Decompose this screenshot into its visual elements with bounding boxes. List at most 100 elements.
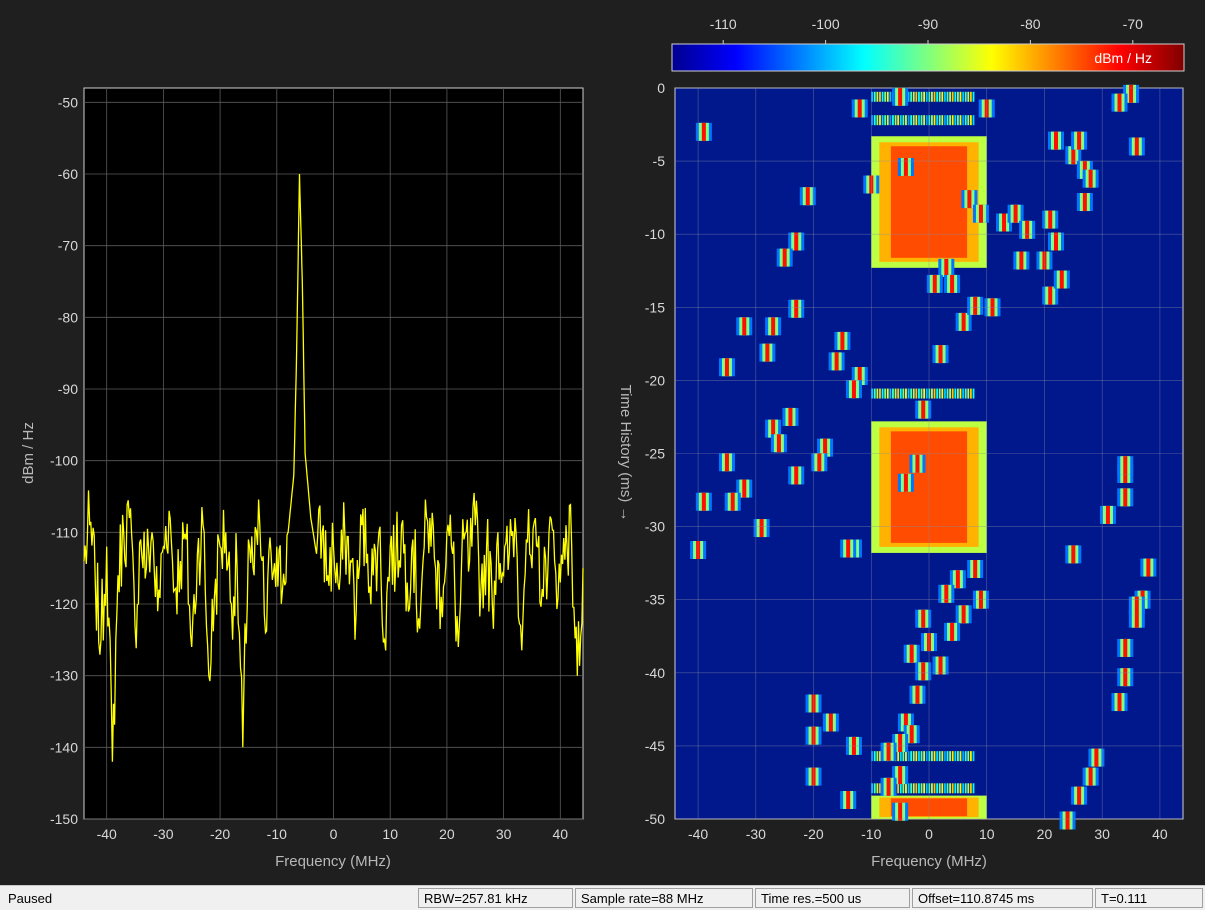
spectrum-x-tick-label: -10 [267,826,287,842]
spectrogram-hop-core [903,473,908,492]
spectrum-x-label: Frequency (MHz) [275,853,391,870]
spectrogram-x-tick-label: 20 [1037,826,1053,842]
spectrogram-tone-segment [962,115,965,126]
spectrogram-tone-segment [899,783,902,794]
spectrogram-tone-segment [912,783,915,794]
spectrogram-tone-segment [871,115,874,126]
spectrogram-hop-core [851,380,856,399]
spectrogram-tone-segment [897,783,900,794]
spectrogram-cells [690,84,1157,830]
spectrogram-tone-segment [899,388,902,399]
spectrogram-hop-core [794,232,799,251]
spectrogram-hop-core [805,187,810,206]
spectrogram-y-tick-label: -40 [645,665,665,681]
spectrogram-x-tick-label: -10 [861,826,881,842]
spectrogram-x-tick-label: -30 [746,826,766,842]
spectrogram-tone-segment [918,751,920,762]
spectrogram-x-label: Frequency (MHz) [871,853,987,870]
spectrogram-tone-segment [931,388,933,399]
spectrum-x-tick-label: 10 [382,826,398,842]
spectrum-x-tick-label: 20 [439,826,455,842]
spectrogram-y-tick-label: 0 [657,80,665,96]
spectrum-y-tick-label: -140 [50,739,78,755]
spectrogram-tone-segment [886,388,889,399]
spectrogram-tone-segment [933,783,936,794]
spectrogram-hop-core [1123,488,1128,507]
spectrogram-tone-segment [944,115,946,126]
spectrogram-tone-segment [879,783,881,794]
spectrogram-tone-segment [956,388,959,399]
spectrogram-tone-segment [951,783,954,794]
spectrogram-tone-segment [949,388,952,399]
spectrogram-hop-core [846,790,851,809]
spectrogram-tone-segment [951,751,954,762]
spectrogram-hop-core [903,713,908,732]
spectrogram-hop-core [898,766,903,785]
spectrogram-tone-segment [899,751,902,762]
spectrogram-tone-segment [925,388,928,399]
spectrogram-hop-core [771,317,776,336]
spectrogram-x-ticks: -40 -30 -20 -10 0 10 20 30 40 [688,826,1168,842]
spectrogram-tone-segment [928,91,931,102]
spectrogram-tone-segment [912,91,915,102]
spectrogram-tone-segment [944,751,946,762]
spectrogram-tone-segment [931,751,933,762]
spectrogram-hop-core [1123,456,1128,475]
spectrogram-hop-core [932,274,937,293]
spectrogram-tone-segment [956,115,959,126]
spectrogram-tone-segment [941,783,944,794]
spectrum-y-tick-label: -50 [58,94,78,110]
spectrum-y-tick-label: -150 [50,811,78,827]
spectrogram-tone-segment [972,783,975,794]
spectrogram-hop-core [1002,213,1007,232]
spectrogram-x-tick-label: 40 [1152,826,1168,842]
spectrogram-hop-core [955,570,960,589]
colorbar-gradient [671,43,1185,72]
spectrogram-tone-segment [944,388,946,399]
spectrogram-hop-core [1013,204,1018,223]
spectrogram-tone-segment [972,388,975,399]
spectrogram-tone-segment [897,751,900,762]
spectrogram-tone-segment [972,751,975,762]
spectrogram-hop-core [903,157,908,176]
spectrogram-tone-segment [892,115,894,126]
status-time-res: Time res.=500 us [755,888,910,908]
spectrogram-hop-core [1105,505,1110,524]
spectrogram-tone-segment [910,751,913,762]
colorbar-tick-label: -90 [918,16,938,32]
spectrogram-hop-core [794,299,799,318]
spectrogram-hop-core [1146,558,1151,577]
spectrogram-tone-segment [951,388,954,399]
spectrogram-x-tick-label: 0 [925,826,933,842]
spectrogram-tone-segment [949,91,952,102]
spectrogram-tone-segment [886,115,889,126]
spectrogram-tone-segment [897,388,900,399]
spectrogram-hop-core [742,317,747,336]
spectrogram-tone-segment [884,115,887,126]
spectrogram-tone-segment [889,115,892,126]
spectrogram-tone-segment [964,115,967,126]
spectrogram-tone-segment [915,783,918,794]
spectrogram-tone-segment [876,91,879,102]
spectrogram-tone-segment [920,115,923,126]
spectrogram-tone-segment [899,115,902,126]
spectrogram-tone-segment [949,115,952,126]
spectrogram-tone-segment [879,388,881,399]
spectrogram-tone-segment [923,388,926,399]
spectrogram-tone-segment [902,783,905,794]
spectrogram-tone-segment [931,91,933,102]
spectrogram-tone-segment [920,783,923,794]
spectrum-y-tick-label: -110 [51,524,78,540]
spectrogram-tone-segment [920,751,923,762]
spectrogram-tone-segment [946,91,949,102]
spectrogram-tone-segment [964,783,967,794]
status-state: Paused [8,891,53,906]
spectrogram-tone-segment [962,783,965,794]
spectrogram-hop-core [1071,146,1076,165]
spectrogram-hop-core [1134,609,1139,628]
spectrogram-tone-segment [946,115,949,126]
spectrogram-tone-segment [959,115,962,126]
spectrogram-tone-segment [918,783,920,794]
spectrogram-tone-segment [936,91,939,102]
spectrogram-hop-core [921,662,926,681]
